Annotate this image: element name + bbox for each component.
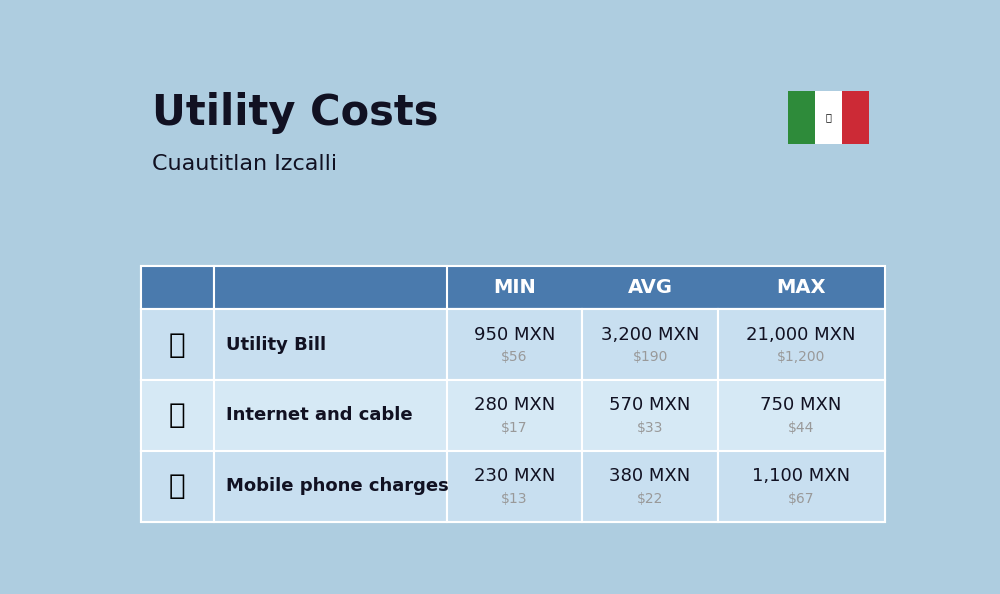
Text: $17: $17 — [501, 421, 528, 435]
Bar — [718, 451, 885, 522]
Text: $190: $190 — [632, 350, 668, 364]
Bar — [140, 309, 885, 380]
Text: MAX: MAX — [776, 278, 826, 297]
Text: $56: $56 — [501, 350, 528, 364]
Text: Utility Bill: Utility Bill — [226, 336, 326, 353]
Bar — [214, 309, 447, 380]
Bar — [788, 90, 815, 144]
Bar — [582, 451, 718, 522]
Bar — [214, 380, 447, 451]
Text: 📡: 📡 — [169, 402, 186, 429]
Text: 21,000 MXN: 21,000 MXN — [746, 326, 856, 343]
Bar — [140, 380, 885, 451]
Bar — [140, 266, 214, 309]
Text: Internet and cable: Internet and cable — [226, 406, 412, 425]
Bar — [214, 451, 447, 522]
Text: $33: $33 — [637, 421, 663, 435]
Text: 1,100 MXN: 1,100 MXN — [752, 467, 850, 485]
Bar — [447, 451, 582, 522]
Bar — [140, 451, 885, 522]
Text: $22: $22 — [637, 492, 663, 506]
Bar — [447, 309, 582, 380]
Bar — [718, 309, 885, 380]
Text: $13: $13 — [501, 492, 528, 506]
Text: 🔌: 🔌 — [169, 331, 186, 359]
Bar — [140, 451, 214, 522]
Text: Mobile phone charges: Mobile phone charges — [226, 478, 448, 495]
Text: $67: $67 — [788, 492, 814, 506]
Bar — [582, 309, 718, 380]
Text: $1,200: $1,200 — [777, 350, 825, 364]
Bar — [140, 266, 885, 309]
Bar — [140, 309, 214, 380]
Bar — [214, 266, 447, 309]
Text: 🦅: 🦅 — [825, 112, 831, 122]
Text: Cuautitlan Izcalli: Cuautitlan Izcalli — [152, 154, 337, 173]
Text: 3,200 MXN: 3,200 MXN — [601, 326, 699, 343]
Text: 280 MXN: 280 MXN — [474, 396, 555, 415]
Text: MIN: MIN — [493, 278, 536, 297]
Bar — [842, 90, 869, 144]
Text: 230 MXN: 230 MXN — [474, 467, 555, 485]
Bar — [140, 380, 214, 451]
Text: 📱: 📱 — [169, 472, 186, 500]
Text: 950 MXN: 950 MXN — [474, 326, 555, 343]
Bar — [718, 380, 885, 451]
Bar — [815, 90, 842, 144]
Bar — [447, 380, 582, 451]
Text: 380 MXN: 380 MXN — [609, 467, 691, 485]
Bar — [582, 380, 718, 451]
Text: Utility Costs: Utility Costs — [152, 92, 439, 134]
Text: 570 MXN: 570 MXN — [609, 396, 691, 415]
Text: $44: $44 — [788, 421, 814, 435]
Text: AVG: AVG — [628, 278, 673, 297]
Text: 750 MXN: 750 MXN — [761, 396, 842, 415]
